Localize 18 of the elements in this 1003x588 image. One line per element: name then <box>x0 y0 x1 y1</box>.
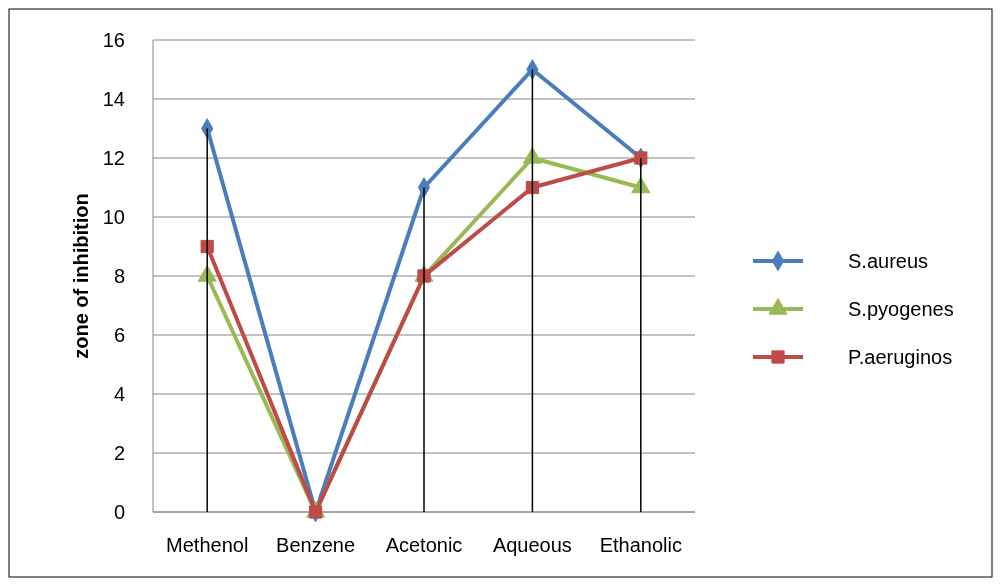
y-axis-title: zone of inhibition <box>70 193 92 359</box>
y-tick-label: 16 <box>102 29 125 51</box>
legend-label: S.aureus <box>848 250 929 272</box>
y-tick-label: 8 <box>113 265 125 287</box>
x-tick-label: Methenol <box>166 534 249 556</box>
y-tick-label: 2 <box>113 442 125 464</box>
x-tick-label: Aqueous <box>492 534 572 556</box>
y-tick-label: 10 <box>102 206 125 228</box>
y-tick-label: 14 <box>102 88 125 110</box>
x-tick-label: Acetonic <box>385 534 463 556</box>
y-tick-label: 6 <box>113 324 125 346</box>
y-tick-label: 4 <box>113 383 125 405</box>
y-tick-label: 0 <box>113 501 125 523</box>
x-tick-label: Benzene <box>276 534 356 556</box>
x-tick-label: Ethanolic <box>599 534 682 556</box>
legend-label: P.aeruginos <box>848 346 953 368</box>
y-tick-label: 12 <box>102 147 125 169</box>
legend-label: S.pyogenes <box>848 298 954 320</box>
